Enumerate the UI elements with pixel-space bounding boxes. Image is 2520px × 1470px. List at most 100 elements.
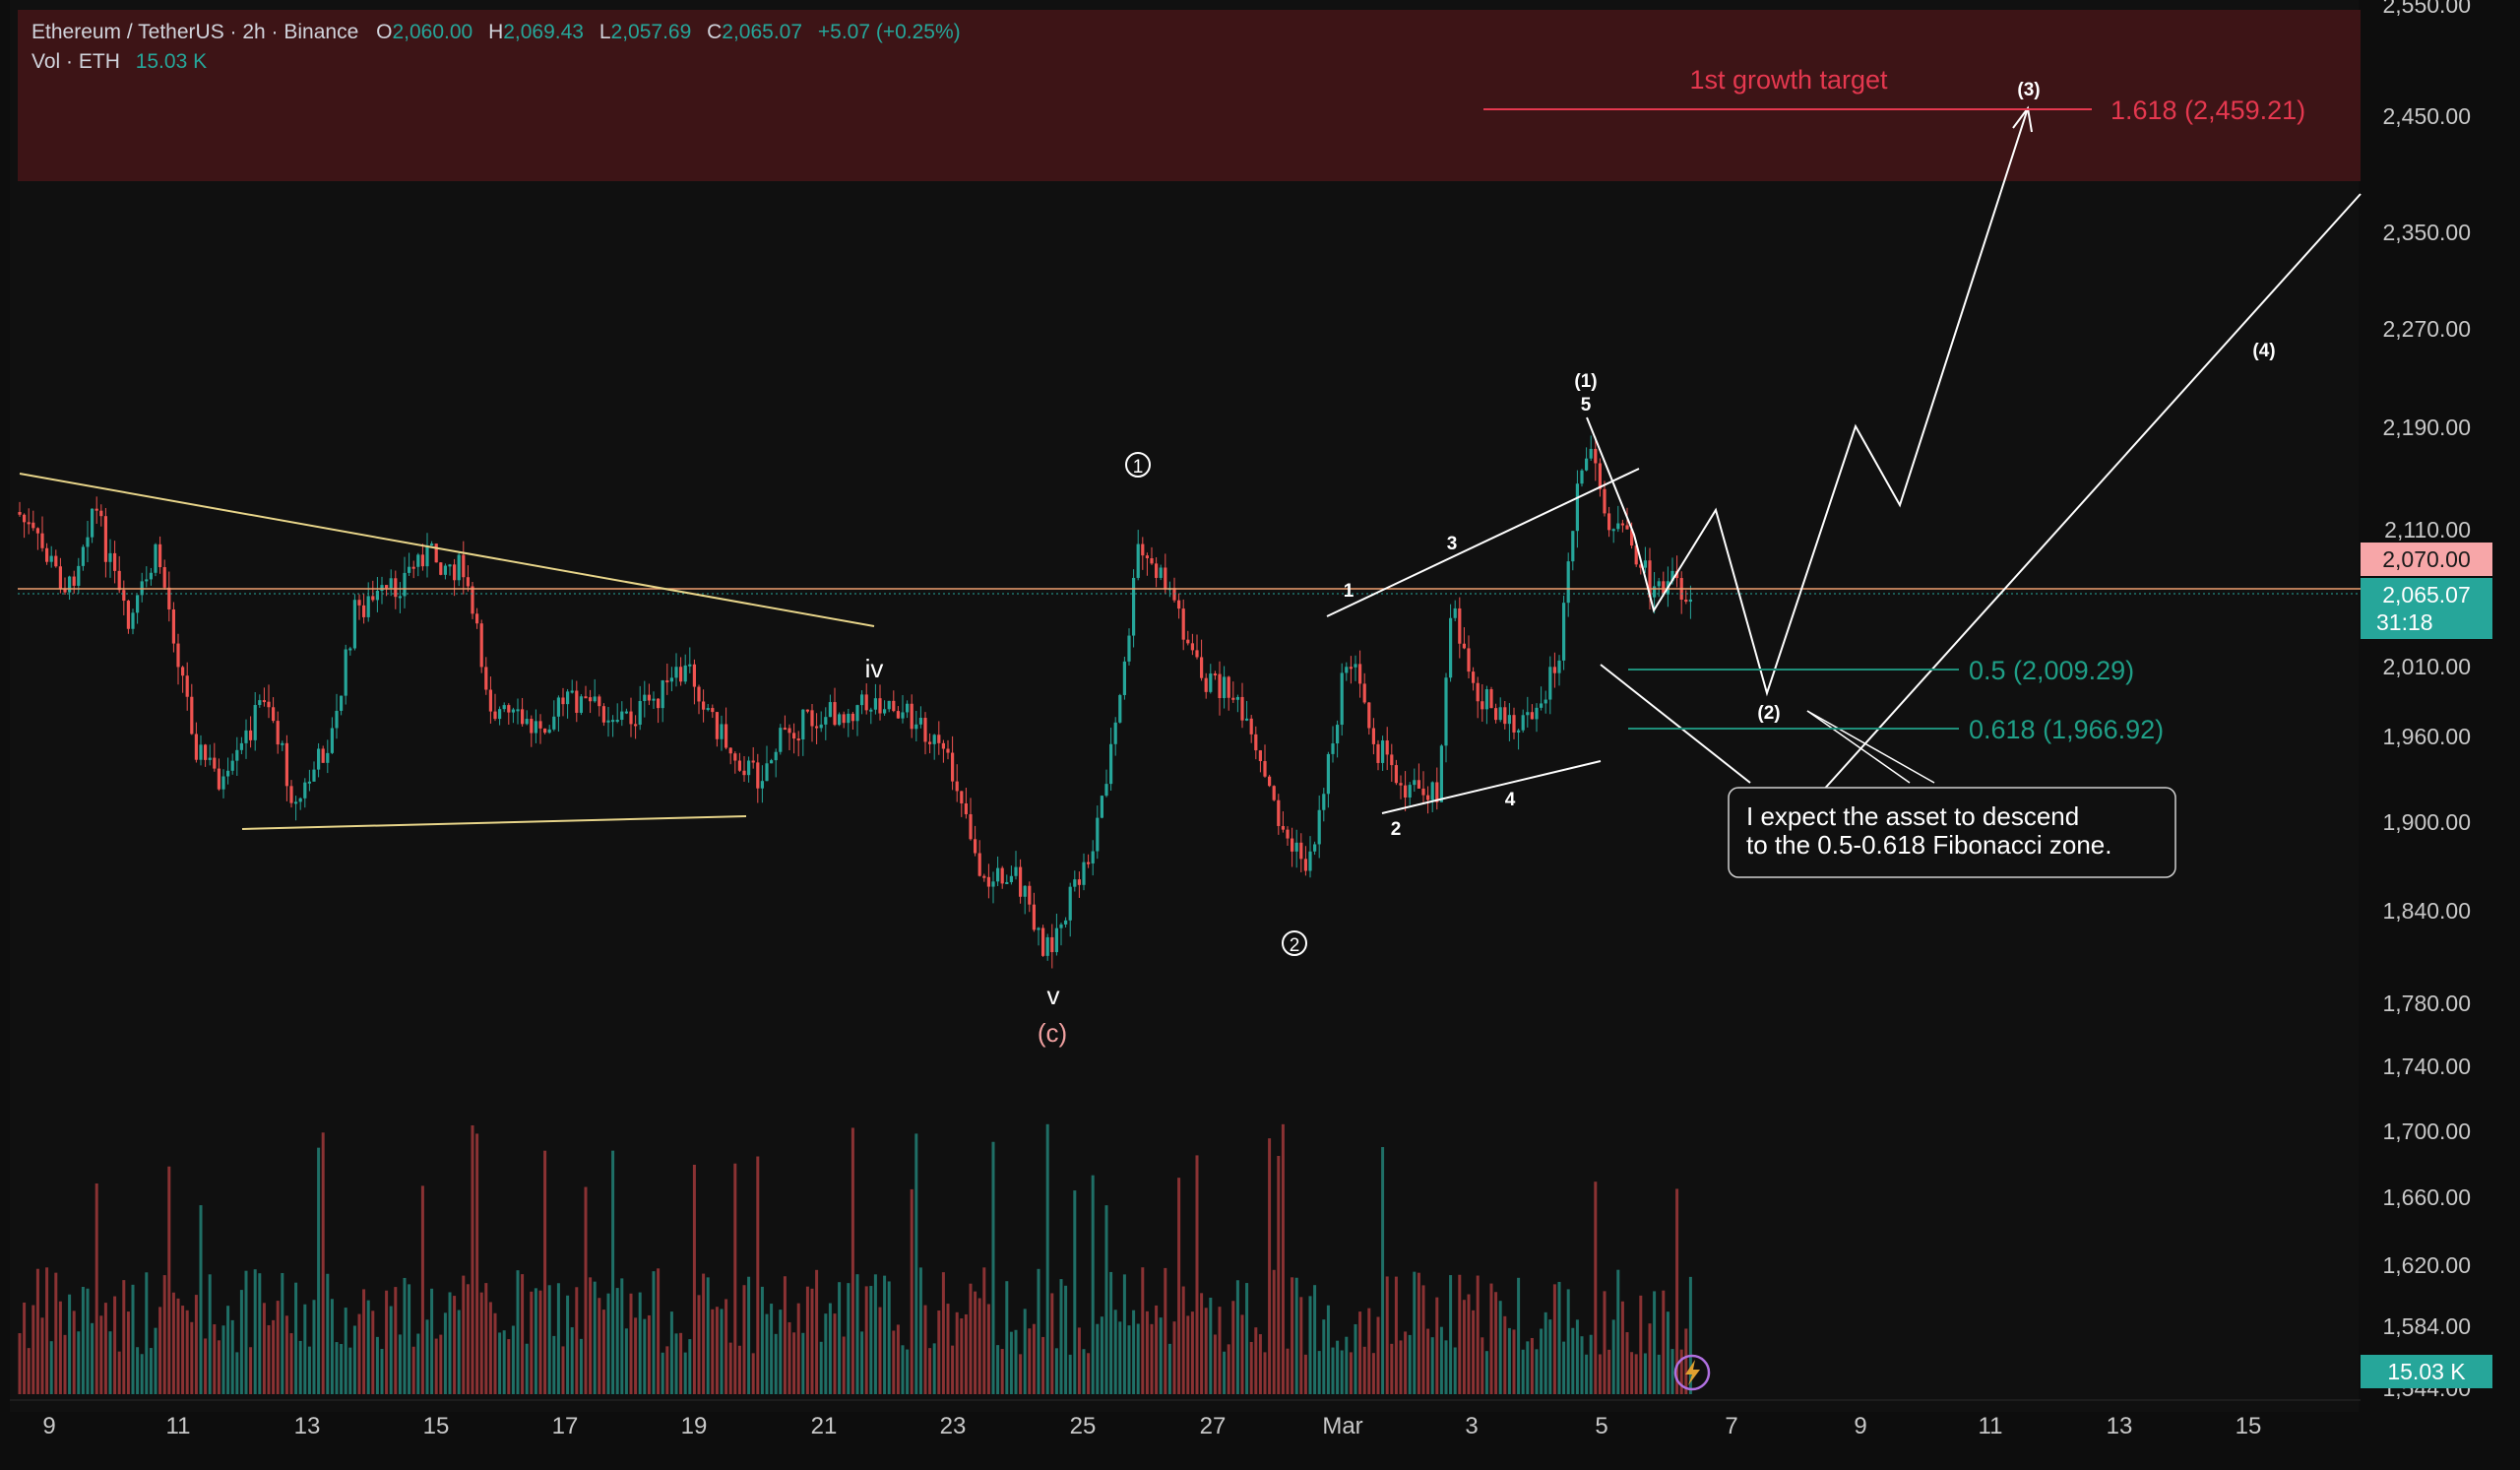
wave-4-channel-line	[1820, 193, 2362, 794]
volume-bar	[951, 1345, 955, 1394]
volume-bar	[860, 1331, 864, 1394]
time-tick-label: Mar	[1322, 1413, 1362, 1439]
candle-body	[1662, 581, 1666, 595]
volume-bar	[792, 1332, 796, 1394]
volume-bar	[842, 1336, 846, 1394]
volume-bar	[760, 1286, 764, 1394]
volume-bar	[850, 1127, 854, 1394]
volume-bar	[1159, 1317, 1163, 1394]
volume-bar	[213, 1324, 217, 1394]
candle-body	[1670, 570, 1674, 582]
candle-body	[284, 742, 288, 787]
candle-body	[307, 781, 311, 784]
wave-label-v: v	[1047, 981, 1060, 1010]
candle-body	[1331, 743, 1335, 754]
candle-body	[1181, 608, 1185, 640]
price-tick-label: 1,584.00	[2382, 1313, 2471, 1339]
volume-bar	[394, 1287, 398, 1394]
candle-body	[294, 801, 298, 804]
volume-bar	[1670, 1349, 1674, 1394]
volume-bar	[1371, 1353, 1375, 1394]
volume-bar	[408, 1284, 411, 1394]
price-tick-label: 1,840.00	[2382, 898, 2471, 924]
candle-body	[1240, 696, 1244, 721]
candle-body	[213, 757, 217, 769]
candle-body	[475, 613, 479, 624]
volume-bar	[1625, 1332, 1629, 1394]
volume-bar	[276, 1301, 280, 1394]
candle-body	[774, 751, 778, 761]
candle-body	[488, 689, 492, 712]
candle-body	[883, 709, 887, 714]
candle-body	[928, 741, 932, 744]
candle-body	[1005, 881, 1009, 884]
candle-body	[1073, 879, 1077, 887]
candle-body	[249, 730, 253, 740]
volume-bar	[1177, 1178, 1181, 1394]
volume-bar	[530, 1291, 534, 1394]
candle-body	[1544, 699, 1547, 704]
candle-body	[1521, 715, 1525, 731]
volume-bar	[525, 1343, 529, 1394]
wave-2-channel-line	[1600, 664, 1751, 784]
volume-bar	[1200, 1293, 1204, 1394]
volume-bar	[176, 1298, 180, 1394]
candle-body	[58, 566, 62, 590]
volume-bar	[1054, 1348, 1058, 1394]
candle-body	[375, 591, 379, 601]
candle-body	[1503, 707, 1507, 725]
candle-body	[443, 565, 447, 575]
volume-bar	[375, 1336, 379, 1394]
volume-bar	[136, 1347, 140, 1394]
symbol-title[interactable]: Ethereum / TetherUS · 2h · Binance	[32, 21, 359, 43]
volume-bar	[1172, 1321, 1176, 1394]
candle-body	[624, 711, 628, 714]
candle-body	[217, 768, 220, 790]
candle-body	[1571, 531, 1575, 562]
candle-body	[1190, 643, 1194, 651]
candle-body	[462, 554, 466, 578]
candle-body	[1299, 842, 1303, 860]
volume-bar	[502, 1330, 506, 1394]
volume-bar	[969, 1283, 973, 1394]
volume-bar	[488, 1302, 492, 1394]
candle-body	[171, 608, 175, 644]
volume-bar	[1688, 1276, 1692, 1394]
lightning-bolt-icon[interactable]	[1673, 1354, 1711, 1391]
volume-bar	[918, 1267, 922, 1394]
volume-bar	[964, 1313, 968, 1394]
volume-bar	[453, 1296, 457, 1394]
volume-bar	[1594, 1182, 1598, 1394]
candle-body	[1155, 563, 1159, 578]
volume-bar	[398, 1334, 402, 1394]
candle-body	[647, 694, 651, 701]
candle-body	[154, 543, 158, 573]
candle-body	[1023, 885, 1027, 897]
volume-bar	[1607, 1349, 1611, 1394]
candle-body	[326, 752, 330, 763]
candle-body	[357, 600, 361, 606]
candle-body	[661, 680, 664, 709]
volume-bar	[1394, 1276, 1398, 1394]
candle-body	[1684, 600, 1688, 603]
candle-body	[634, 724, 638, 727]
time-axis[interactable]: 9 11 13 15 17 19 21 23 25 27 Mar 3 5 7 9 11 13 15	[42, 1413, 2261, 1439]
candle-body	[552, 716, 556, 730]
candle-body	[117, 570, 121, 591]
volume-bar	[1413, 1271, 1417, 1394]
current-price-text: 2,065.07	[2382, 582, 2471, 607]
candle-body	[1122, 661, 1126, 695]
volume-bar	[389, 1306, 393, 1394]
candle-body	[1589, 448, 1593, 459]
candle-body	[1489, 689, 1493, 709]
candle-body	[810, 710, 814, 727]
level-price-badge: 2,070.00	[2361, 543, 2492, 576]
candle-body	[1476, 682, 1480, 702]
volume-bar	[892, 1330, 896, 1394]
volume-bar	[1059, 1279, 1063, 1394]
volume-bar	[652, 1271, 656, 1394]
candle-body	[828, 702, 832, 718]
volume-bar	[1462, 1300, 1466, 1394]
